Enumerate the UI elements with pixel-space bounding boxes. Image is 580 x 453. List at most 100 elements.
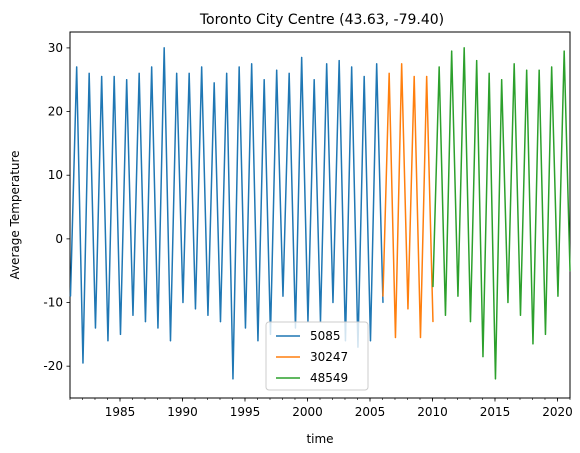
data-point bbox=[251, 63, 253, 65]
data-point bbox=[238, 66, 240, 68]
y-tick-label: 0 bbox=[55, 232, 63, 246]
data-point bbox=[394, 336, 397, 339]
data-point bbox=[432, 321, 434, 323]
data-point bbox=[194, 308, 197, 310]
data-point bbox=[382, 301, 384, 304]
legend-box bbox=[265, 321, 369, 391]
legend-label-5085: 5085 bbox=[310, 329, 341, 343]
x-tick-label: 1985 bbox=[105, 405, 136, 419]
legend: 5085 30247 48549 bbox=[265, 321, 369, 391]
data-point bbox=[463, 47, 465, 49]
data-point bbox=[569, 270, 571, 272]
data-point bbox=[544, 333, 547, 335]
data-point bbox=[519, 314, 522, 316]
data-point bbox=[226, 72, 228, 74]
data-point bbox=[169, 340, 172, 342]
data-point bbox=[276, 69, 278, 71]
data-point bbox=[144, 321, 147, 323]
x-axis: 1985 1990 1995 2000 2005 2010 2015 2020 bbox=[69, 398, 573, 419]
data-point bbox=[351, 66, 353, 68]
data-point bbox=[232, 378, 234, 380]
data-point bbox=[76, 66, 78, 68]
y-tick-label: 30 bbox=[48, 41, 63, 55]
data-point bbox=[413, 75, 415, 78]
data-point bbox=[407, 308, 409, 310]
data-point bbox=[482, 356, 484, 358]
data-point bbox=[151, 66, 153, 68]
data-point bbox=[82, 362, 84, 364]
y-axis: -20 -10 0 10 20 30 bbox=[43, 41, 70, 373]
x-axis-label: time bbox=[306, 432, 333, 446]
data-point bbox=[88, 72, 90, 74]
data-point bbox=[501, 79, 503, 81]
chart-title: Toronto City Centre (43.63, -79.40) bbox=[199, 12, 444, 28]
data-point bbox=[532, 343, 534, 345]
data-point bbox=[488, 72, 490, 74]
data-point bbox=[338, 60, 340, 62]
data-point bbox=[207, 314, 209, 316]
data-point bbox=[551, 66, 553, 68]
data-point bbox=[563, 50, 565, 52]
data-point bbox=[119, 333, 122, 335]
data-point bbox=[101, 75, 103, 78]
data-point bbox=[494, 378, 497, 380]
y-tick-label: 20 bbox=[48, 105, 63, 119]
data-point bbox=[469, 321, 472, 323]
data-point bbox=[444, 314, 447, 316]
data-point bbox=[507, 301, 509, 304]
data-point bbox=[426, 75, 428, 78]
data-point bbox=[288, 72, 290, 74]
data-point bbox=[419, 336, 422, 339]
data-point bbox=[282, 295, 284, 297]
x-tick-label: 1995 bbox=[230, 405, 261, 419]
x-tick-label: 2000 bbox=[292, 405, 323, 419]
x-tick-label: 2005 bbox=[355, 405, 386, 419]
x-tick-label: 1990 bbox=[167, 405, 198, 419]
data-point bbox=[457, 295, 459, 297]
series-30247 bbox=[382, 63, 434, 339]
data-point bbox=[213, 82, 215, 84]
data-point bbox=[382, 295, 384, 297]
x-tick-label: 2010 bbox=[417, 405, 448, 419]
data-point bbox=[157, 327, 159, 329]
y-axis-label: Average Temperature bbox=[8, 150, 22, 279]
data-point bbox=[513, 63, 515, 65]
data-point bbox=[69, 295, 72, 297]
data-point bbox=[376, 63, 378, 65]
legend-label-30247: 30247 bbox=[310, 350, 348, 364]
data-point bbox=[257, 340, 259, 342]
data-point bbox=[263, 79, 265, 81]
series-layer bbox=[69, 47, 571, 380]
x-tick-label: 2020 bbox=[542, 405, 573, 419]
data-point bbox=[163, 47, 165, 49]
data-point bbox=[301, 56, 303, 59]
data-point bbox=[538, 69, 540, 71]
data-point bbox=[369, 340, 372, 342]
y-tick-label: 10 bbox=[48, 168, 63, 182]
data-point bbox=[201, 66, 203, 68]
data-point bbox=[126, 79, 128, 81]
data-point bbox=[557, 295, 559, 297]
data-point bbox=[94, 327, 97, 329]
series-48549 bbox=[432, 47, 571, 380]
x-tick-label: 2015 bbox=[480, 405, 511, 419]
data-point bbox=[432, 286, 434, 288]
data-point bbox=[113, 75, 115, 78]
data-point bbox=[363, 75, 365, 78]
y-tick-label: -20 bbox=[43, 359, 63, 373]
data-point bbox=[332, 301, 334, 304]
data-point bbox=[182, 301, 184, 304]
data-point bbox=[438, 66, 440, 68]
data-point bbox=[107, 340, 109, 342]
y-tick-label: -10 bbox=[43, 296, 63, 310]
data-point bbox=[188, 72, 190, 74]
data-point bbox=[244, 327, 247, 329]
data-point bbox=[451, 50, 453, 52]
data-point bbox=[313, 79, 315, 81]
data-point bbox=[176, 72, 178, 74]
data-point bbox=[326, 63, 328, 65]
data-point bbox=[388, 72, 390, 74]
data-point bbox=[526, 69, 528, 71]
data-point bbox=[401, 63, 403, 65]
